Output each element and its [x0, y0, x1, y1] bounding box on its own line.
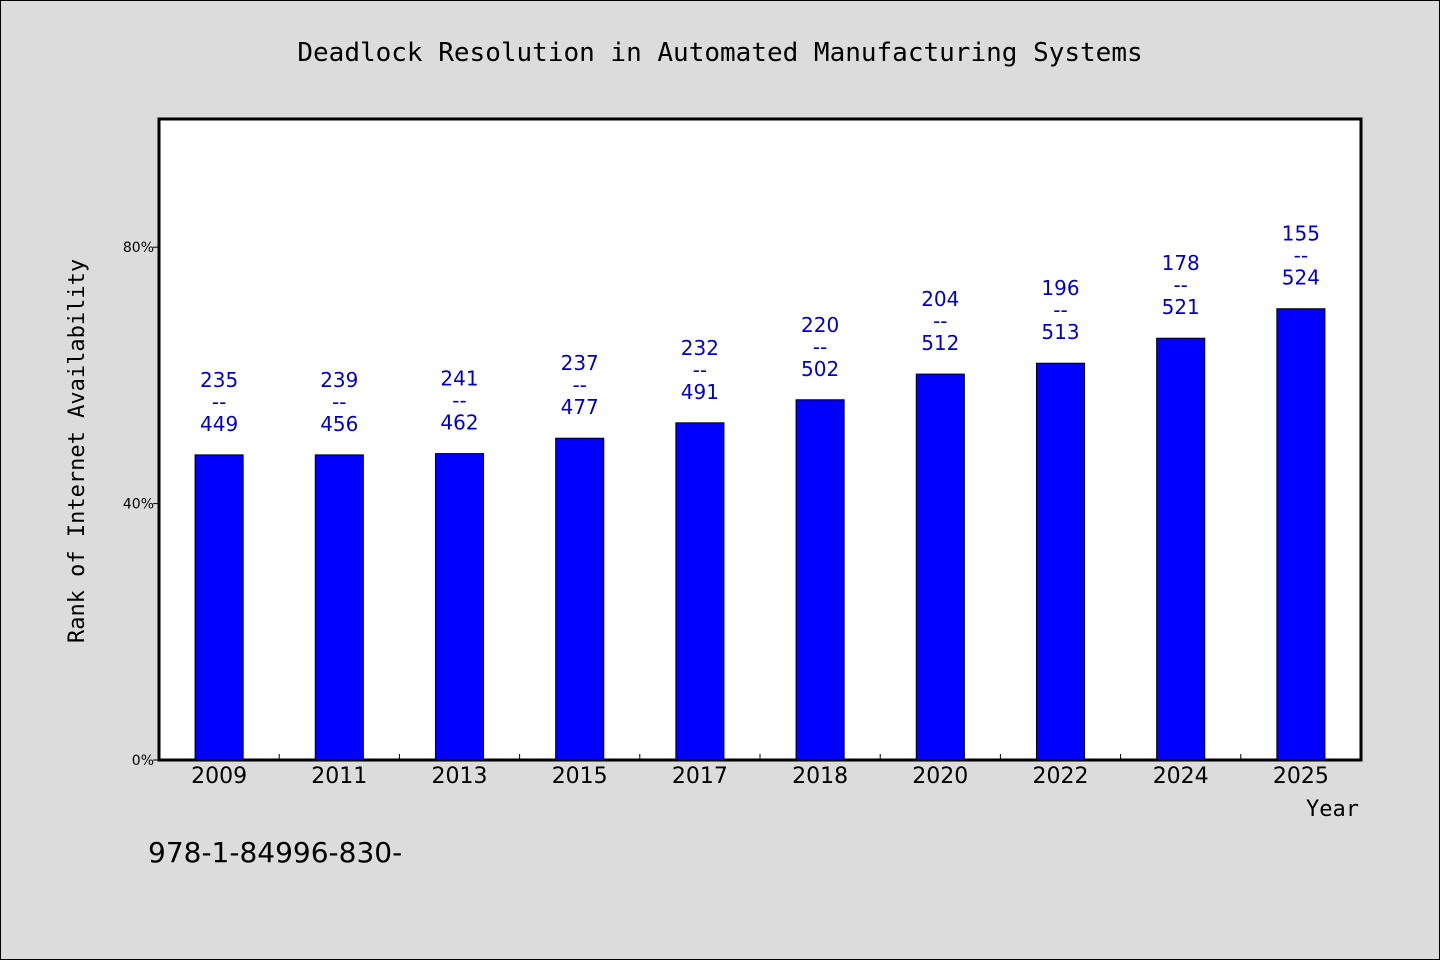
data-label: -- [572, 373, 586, 397]
x-tick-label: 2009 [191, 764, 247, 789]
y-axis: 0% 40% 80% [123, 240, 159, 769]
data-label: 524 [1282, 266, 1320, 290]
data-label: -- [933, 309, 947, 333]
data-label: -- [693, 358, 707, 382]
data-label: 196 [1041, 276, 1079, 300]
y-tick-label: 40% [123, 497, 154, 513]
data-label: 237 [561, 351, 599, 375]
data-label: 220 [801, 313, 839, 337]
data-label: 449 [200, 412, 238, 436]
data-label: 456 [320, 412, 358, 436]
x-tick-label: 2011 [311, 764, 367, 789]
x-tick-label: 2018 [792, 764, 848, 789]
data-label: 241 [440, 367, 478, 391]
data-label: 477 [561, 395, 599, 419]
bar [434, 453, 485, 761]
bar [915, 373, 965, 761]
data-labels: 235--449239--456241--462237--477232--491… [200, 222, 1320, 436]
data-label: -- [452, 389, 466, 413]
bar [1035, 362, 1086, 761]
data-label: -- [1173, 273, 1187, 297]
data-label: -- [1294, 244, 1308, 268]
bar [1156, 337, 1206, 761]
x-tick-label: 2013 [432, 764, 488, 789]
chart-title: Deadlock Resolution in Automated Manufac… [297, 38, 1142, 68]
data-label: 521 [1162, 295, 1200, 319]
data-label: 235 [200, 368, 238, 392]
y-tick-label: 80% [123, 240, 154, 256]
data-label: 491 [681, 380, 719, 404]
data-label: -- [332, 390, 346, 414]
data-label: -- [813, 335, 827, 359]
bar [314, 454, 364, 761]
y-tick-label: 0% [132, 753, 154, 769]
data-label: 512 [921, 331, 959, 355]
data-label: 178 [1162, 251, 1200, 275]
bar [555, 437, 605, 761]
data-label: 232 [681, 336, 719, 360]
data-label: 204 [921, 287, 959, 311]
data-label: -- [212, 390, 226, 414]
footnote: 978-1-84996-830- [148, 836, 402, 869]
bars [194, 308, 1326, 761]
bar [1276, 308, 1326, 761]
data-label: 462 [440, 411, 478, 435]
data-label: -- [1053, 298, 1067, 322]
bar [795, 399, 845, 761]
data-label: 502 [801, 357, 839, 381]
x-tick-label: 2015 [552, 764, 608, 789]
x-axis: 2009 2011 2013 2015 2017 2018 2020 2022 2024 2025 [191, 754, 1329, 789]
data-label: 513 [1041, 320, 1079, 344]
x-tick-label: 2022 [1033, 764, 1089, 789]
x-tick-label: 2020 [912, 764, 968, 789]
x-tick-label: 2017 [672, 764, 728, 789]
data-label: 155 [1282, 222, 1320, 246]
x-tick-label: 2025 [1273, 764, 1329, 789]
data-label: 239 [320, 368, 358, 392]
y-axis-label: Rank of Internet Availability [65, 259, 90, 643]
bar [194, 454, 244, 761]
bar [675, 422, 725, 761]
x-axis-label: Year [1306, 797, 1359, 822]
x-tick-label: 2024 [1153, 764, 1209, 789]
